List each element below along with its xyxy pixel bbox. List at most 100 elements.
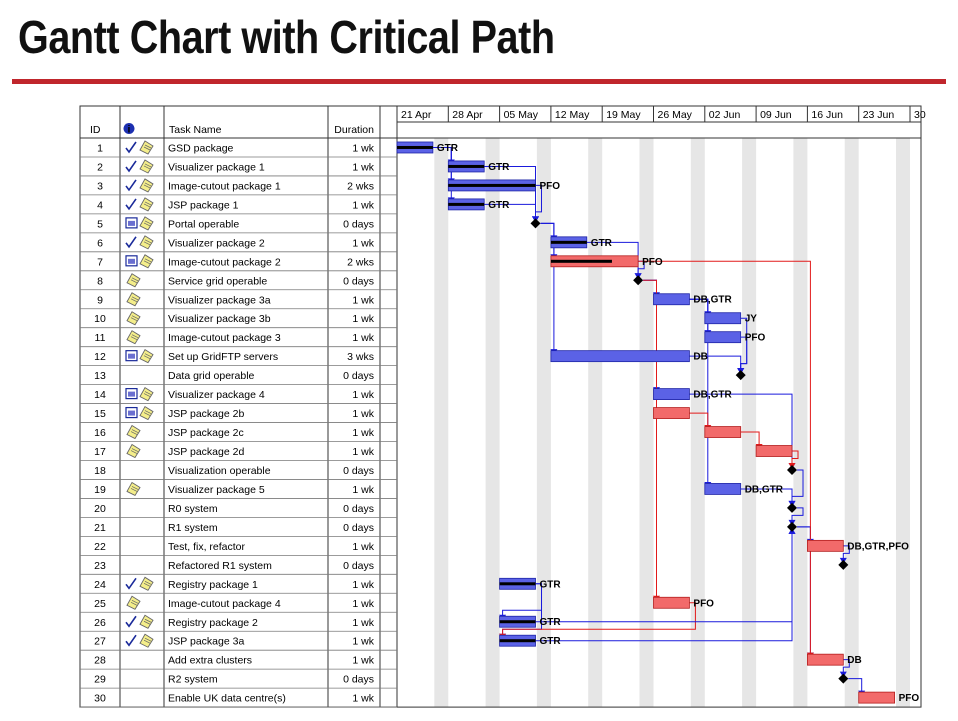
task-id: 15 (94, 408, 106, 420)
resource-label: GTR (488, 200, 510, 211)
check-icon (125, 634, 137, 647)
resource-label: GTR (591, 238, 613, 249)
resource-label: GTR (488, 162, 510, 173)
task-duration: 1 wk (352, 199, 374, 211)
dependency-link (740, 431, 760, 446)
task-duration: 1 wk (352, 408, 374, 420)
task-id: 22 (94, 541, 106, 553)
resource-label: DB,GTR (745, 484, 784, 495)
task-name: JSP package 1 (168, 199, 239, 211)
task-bar (755, 445, 793, 457)
resource-label: PFO (745, 333, 766, 344)
task-id: 16 (94, 427, 106, 439)
note-icon-line (130, 488, 138, 492)
note-icon-line (131, 486, 139, 490)
task-duration: 1 wk (352, 427, 374, 439)
note-icon (126, 311, 141, 326)
note-icon (139, 386, 154, 402)
task-id: 6 (97, 237, 103, 249)
task-name: Image-cutout package 3 (168, 332, 281, 344)
dependency-link (689, 393, 793, 464)
resource-label: GTR (540, 617, 562, 628)
note-icon-line (144, 144, 152, 149)
note-icon-line (143, 222, 151, 227)
resource-label: PFO (642, 257, 663, 268)
task-name: Visualizer package 2 (168, 237, 265, 249)
calendar-icon-grid (128, 258, 135, 264)
note-icon-line (131, 429, 139, 433)
note-icon (139, 254, 154, 269)
task-name: Set up GridFTP servers (168, 351, 278, 363)
timescale-label: 12 May (555, 109, 590, 121)
progress-bar (499, 639, 536, 643)
task-name: Refactored R1 system (168, 560, 272, 572)
calendar-icon-grid (128, 353, 135, 359)
progress-bar (550, 240, 587, 244)
note-icon (126, 273, 141, 288)
task-duration: 0 days (343, 560, 374, 572)
column-header-duration: Duration (334, 124, 374, 136)
weekend-shade (434, 138, 449, 708)
note-icon-line (143, 203, 151, 208)
note-icon-line (144, 618, 152, 623)
timescale-label: 05 May (504, 109, 539, 121)
task-duration: 1 wk (352, 161, 374, 173)
note-icon-line (143, 355, 151, 359)
task-name: Service grid operable (168, 275, 267, 287)
task-name: Visualizer package 4 (168, 389, 265, 401)
task-name: Visualizer package 5 (168, 484, 265, 496)
resource-label: GTR (540, 579, 562, 590)
task-bar (704, 426, 742, 438)
task-duration: 0 days (343, 522, 374, 534)
info-icon (123, 123, 135, 134)
note-icon-line (131, 334, 139, 339)
resource-label: GTR (437, 143, 459, 154)
dependency-link (689, 412, 709, 427)
note-icon-line (131, 448, 139, 452)
dependency-link (484, 203, 537, 218)
task-id: 20 (94, 503, 106, 515)
task-duration: 1 wk (352, 294, 374, 306)
progress-bar (448, 164, 485, 168)
note-icon-line (143, 582, 151, 587)
task-id: 26 (94, 617, 106, 629)
dependency-link (502, 602, 696, 635)
check-icon (125, 615, 137, 628)
note-icon (126, 424, 141, 440)
note-icon-line (144, 580, 152, 585)
milestone-marker (530, 218, 541, 229)
note-icon-line (144, 220, 152, 225)
task-duration: 1 wk (352, 446, 374, 458)
task-duration: 0 days (343, 503, 374, 515)
milestone-marker (838, 673, 849, 684)
task-duration: 0 days (343, 275, 374, 287)
task-duration: 3 wks (347, 351, 374, 363)
task-id: 3 (97, 180, 103, 192)
timescale-label: 09 Jun (760, 109, 792, 121)
progress-bar (499, 582, 536, 586)
note-icon-line (131, 599, 139, 604)
note-icon (139, 197, 154, 212)
task-id: 27 (94, 636, 106, 648)
task-name: Image-cutout package 1 (168, 180, 281, 192)
note-icon (139, 576, 154, 591)
note-icon-line (144, 182, 152, 187)
calendar-icon-grid (128, 410, 135, 416)
note-icon-line (130, 317, 138, 322)
note-icon-line (130, 431, 138, 435)
task-duration: 2 wks (347, 180, 374, 192)
note-icon (126, 330, 141, 345)
task-duration: 1 wk (352, 389, 374, 401)
task-name: Image-cutout package 2 (168, 256, 281, 268)
milestone-marker (633, 275, 644, 286)
milestone-marker (787, 464, 798, 475)
task-duration: 1 wk (352, 313, 374, 325)
task-id: 12 (94, 351, 106, 363)
dependency-link (535, 532, 793, 642)
task-bar (653, 388, 690, 400)
task-duration: 2 wks (347, 256, 374, 268)
task-id: 19 (94, 484, 106, 496)
note-icon-line (144, 258, 152, 263)
note-icon-line (143, 241, 151, 246)
